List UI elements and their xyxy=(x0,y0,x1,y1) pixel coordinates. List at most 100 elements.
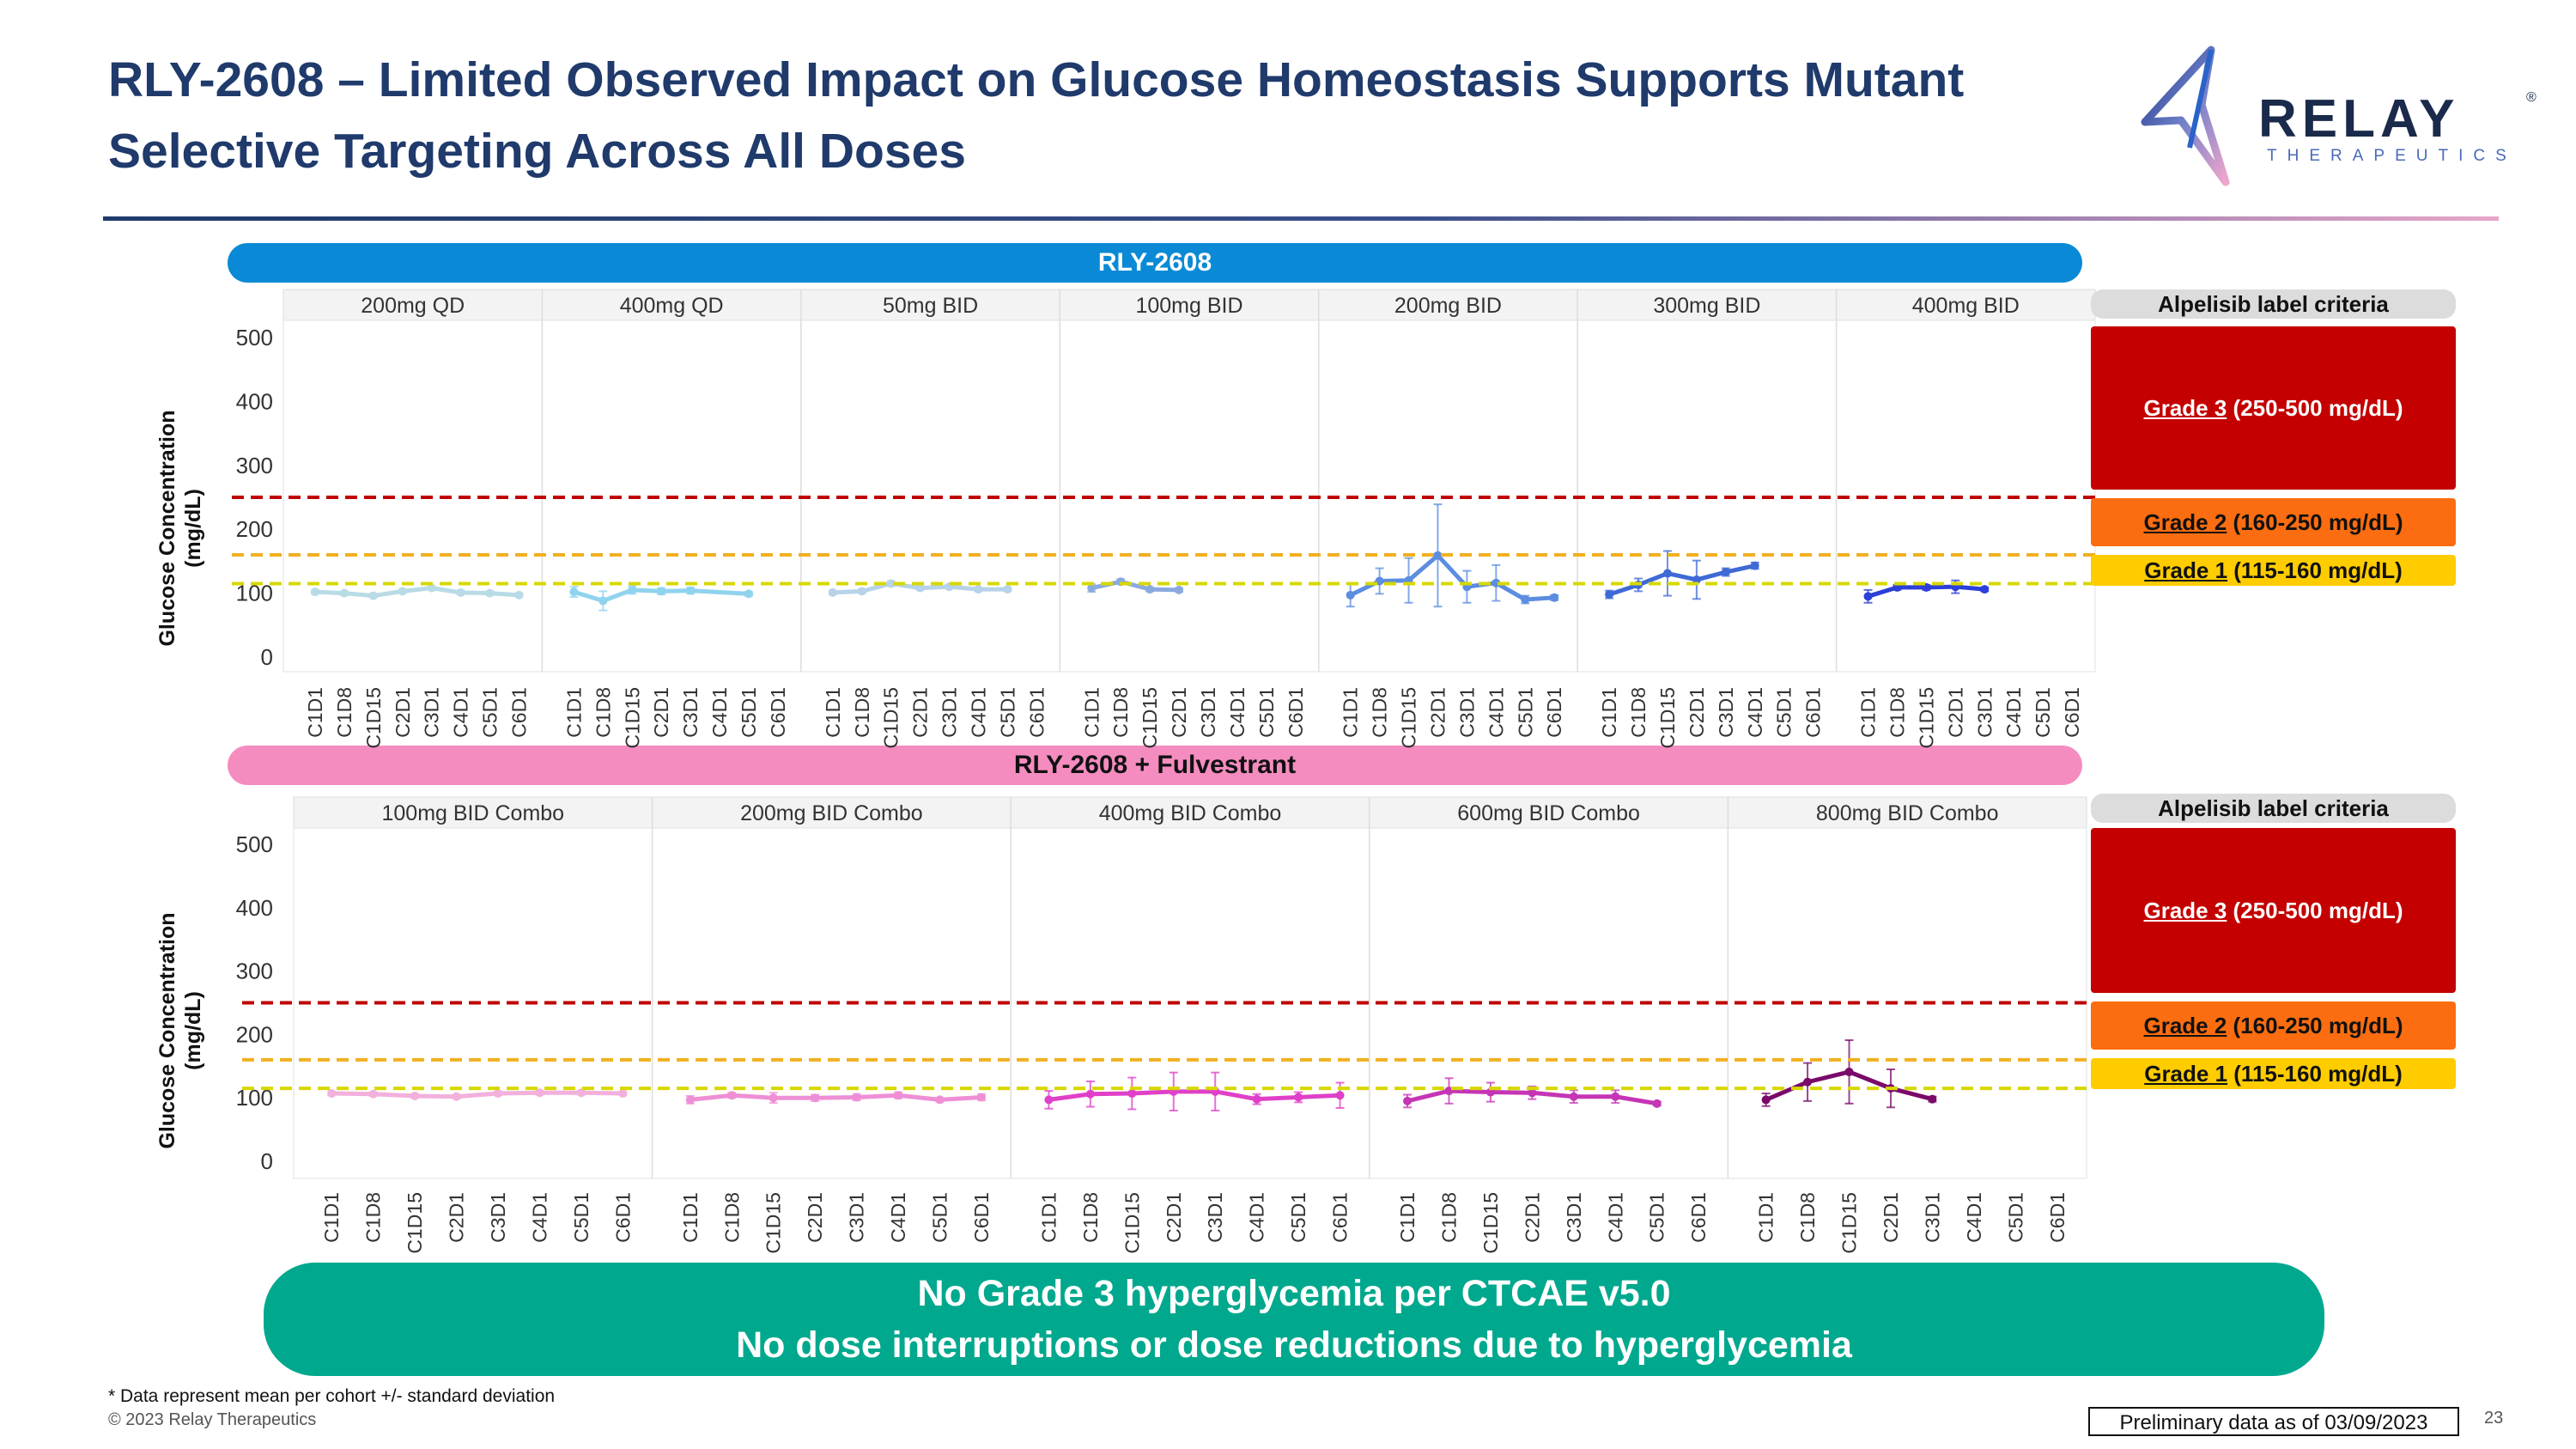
x-tick-label: C2D1 xyxy=(909,687,932,738)
summary-line2: No dose interruptions or dose reductions… xyxy=(736,1324,1852,1366)
data-point xyxy=(1252,1094,1261,1104)
data-point xyxy=(769,1093,778,1103)
grade3-label: Grade 3 xyxy=(2143,395,2227,421)
x-tick-label: C1D15 xyxy=(1121,1192,1143,1254)
data-point xyxy=(1761,1095,1771,1105)
data-point xyxy=(1928,1094,1937,1104)
data-point xyxy=(576,1088,586,1098)
y-tick-label: 400 xyxy=(236,895,273,921)
x-tick-label: C3D1 xyxy=(1204,1192,1226,1243)
x-tick-label: C1D1 xyxy=(1857,687,1880,738)
x-tick-label: C2D1 xyxy=(392,687,414,738)
data-point xyxy=(1569,1092,1578,1101)
x-tick-label: C4D1 xyxy=(887,1192,909,1243)
logo-registered: ® xyxy=(2526,90,2537,105)
x-tick-label: C1D15 xyxy=(1915,687,1937,749)
x-tick-label: C4D1 xyxy=(2002,687,2025,738)
data-point xyxy=(1605,590,1614,600)
data-point xyxy=(685,1095,695,1105)
x-tick-label: C4D1 xyxy=(1485,687,1507,738)
x-tick-label: C1D8 xyxy=(720,1192,743,1243)
x-tick-label: C4D1 xyxy=(1246,1192,1268,1243)
data-point xyxy=(327,1089,337,1099)
data-point xyxy=(976,1093,986,1102)
x-tick-label: C1D8 xyxy=(851,687,873,738)
x-tick-label: C1D1 xyxy=(822,687,844,738)
data-point xyxy=(618,1089,628,1099)
series-line xyxy=(1608,563,1756,597)
y-tick-label: 0 xyxy=(261,1148,273,1174)
x-tick-label: C5D1 xyxy=(996,687,1018,738)
slide-title-line2: Selective Targeting Across All Doses xyxy=(108,124,966,179)
data-point xyxy=(727,1091,737,1100)
grade1-label: Grade 1 xyxy=(2144,1061,2228,1087)
data-point xyxy=(1662,569,1672,578)
panel-title: 400mg BID xyxy=(1912,294,2020,318)
relay-logo: RELAY ® THERAPEUTICS xyxy=(2129,45,2542,191)
summary-banner: No Grade 3 hyperglycemia per CTCAE v5.0 … xyxy=(264,1263,2324,1376)
data-point xyxy=(628,585,637,594)
data-point xyxy=(1044,1095,1054,1105)
x-tick-label: C4D1 xyxy=(1604,1192,1626,1243)
data-point xyxy=(368,591,378,600)
data-point xyxy=(1521,595,1530,605)
x-tick-label: C1D8 xyxy=(333,687,355,738)
grade2-range: (160-250 mg/dL) xyxy=(2227,1013,2403,1038)
data-point xyxy=(857,587,866,596)
grade2-label: Grade 2 xyxy=(2143,509,2227,535)
x-tick-label: C3D1 xyxy=(1455,687,1478,738)
x-tick-label: C5D1 xyxy=(479,687,501,738)
data-point xyxy=(811,1093,820,1103)
section-banner-monotherapy: RLY-2608 xyxy=(228,243,2082,283)
grade3-label: Grade 3 xyxy=(2143,898,2227,923)
title-divider xyxy=(103,216,2499,221)
series-line xyxy=(1349,553,1555,602)
data-point xyxy=(427,583,436,593)
criteria-header-bottom: Alpelisib label criteria xyxy=(2091,794,2456,823)
x-tick-label: C5D1 xyxy=(1773,687,1795,738)
data-point xyxy=(398,587,407,596)
data-point xyxy=(894,1091,903,1100)
x-tick-label: C5D1 xyxy=(2032,687,2054,738)
data-point xyxy=(1803,1077,1813,1087)
data-point xyxy=(744,589,753,599)
data-point xyxy=(657,587,666,596)
footnote: * Data represent mean per cohort +/- sta… xyxy=(108,1386,556,1406)
x-tick-label: C1D1 xyxy=(1396,1192,1419,1243)
data-point xyxy=(1433,551,1443,560)
data-point xyxy=(1750,561,1759,570)
y-tick-label: 500 xyxy=(236,831,273,857)
panel-title: 100mg BID xyxy=(1135,294,1242,318)
x-tick-label: C1D8 xyxy=(1369,687,1391,738)
x-tick-label: C5D1 xyxy=(2004,1192,2026,1243)
x-tick-label: C5D1 xyxy=(570,1192,592,1243)
series-line xyxy=(314,586,519,599)
data-point xyxy=(974,585,983,594)
x-tick-label: C5D1 xyxy=(929,1192,951,1243)
data-point xyxy=(935,1095,945,1105)
x-tick-label: C5D1 xyxy=(1255,687,1278,738)
x-tick-label: C2D1 xyxy=(1163,1192,1185,1243)
grade2-range: (160-250 mg/dL) xyxy=(2227,509,2403,535)
criteria-grade1-top: Grade 1 (115-160 mg/dL) xyxy=(2091,555,2456,586)
data-point xyxy=(1721,568,1730,577)
panel-header-strip xyxy=(293,796,2087,829)
data-point xyxy=(1444,1087,1454,1096)
x-tick-label: C4D1 xyxy=(1226,687,1249,738)
x-tick-label: C6D1 xyxy=(1802,687,1825,738)
data-point xyxy=(452,1092,461,1101)
data-point xyxy=(485,588,495,598)
x-tick-label: C4D1 xyxy=(1963,1192,1985,1243)
x-tick-label: C5D1 xyxy=(738,687,760,738)
data-point xyxy=(1375,576,1384,586)
x-tick-label: C3D1 xyxy=(679,687,702,738)
data-point xyxy=(514,590,524,600)
data-point xyxy=(886,579,896,588)
panel-title: 100mg BID Combo xyxy=(381,801,564,825)
y-tick-label: 500 xyxy=(236,325,273,350)
data-point xyxy=(1844,1067,1854,1076)
data-point xyxy=(915,583,925,593)
x-tick-label: C1D15 xyxy=(362,687,385,749)
